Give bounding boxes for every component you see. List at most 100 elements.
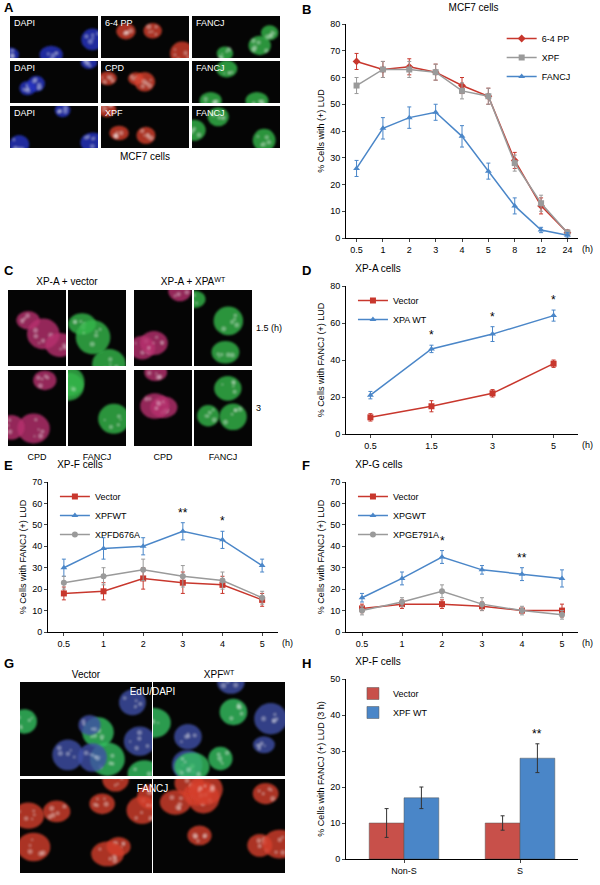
svg-text:10: 10	[330, 818, 340, 828]
svg-text:A: A	[4, 0, 14, 15]
svg-text:Non-S: Non-S	[391, 866, 417, 876]
svg-text:6-4 PP: 6-4 PP	[105, 18, 133, 28]
svg-text:(h): (h)	[582, 244, 593, 254]
svg-text:(h): (h)	[582, 638, 593, 648]
svg-text:% Cells with (+) LUD: % Cells with (+) LUD	[316, 89, 326, 173]
svg-text:4: 4	[459, 245, 464, 255]
svg-text:70: 70	[32, 477, 42, 487]
svg-text:FANCJ: FANCJ	[196, 63, 225, 73]
svg-text:% Cells with FANCJ (+) LUD: % Cells with FANCJ (+) LUD	[18, 499, 28, 614]
svg-text:20: 20	[330, 782, 340, 792]
svg-text:80: 80	[330, 281, 340, 291]
svg-text:30: 30	[32, 563, 42, 573]
svg-text:0: 0	[335, 429, 340, 439]
svg-text:XPGWT: XPGWT	[393, 511, 427, 521]
svg-text:XP-F cells: XP-F cells	[57, 459, 103, 470]
svg-text:5: 5	[551, 441, 556, 451]
svg-text:1: 1	[380, 245, 385, 255]
svg-text:CPD: CPD	[105, 63, 125, 73]
svg-text:XP-A + XPAWT: XP-A + XPAWT	[161, 276, 226, 288]
svg-text:XPGE791A: XPGE791A	[393, 530, 439, 540]
svg-text:DAPI: DAPI	[14, 63, 35, 73]
svg-text:20: 20	[330, 180, 340, 190]
svg-text:70: 70	[330, 46, 340, 56]
svg-text:0.5: 0.5	[350, 245, 363, 255]
svg-text:*: *	[440, 534, 445, 548]
svg-text:24: 24	[562, 245, 572, 255]
svg-text:70: 70	[330, 477, 340, 487]
svg-text:1.5 (h): 1.5 (h)	[256, 323, 282, 333]
svg-text:CPD: CPD	[153, 452, 173, 462]
svg-text:60: 60	[330, 318, 340, 328]
svg-text:C: C	[4, 263, 14, 278]
svg-text:3: 3	[433, 245, 438, 255]
svg-text:XP-A cells: XP-A cells	[355, 263, 401, 274]
svg-text:S: S	[517, 866, 523, 876]
svg-text:CPD: CPD	[27, 452, 47, 462]
svg-text:(h): (h)	[282, 638, 293, 648]
svg-text:6-4 PP: 6-4 PP	[542, 34, 570, 44]
svg-text:Vector: Vector	[393, 689, 419, 699]
svg-text:0: 0	[335, 854, 340, 864]
svg-text:2: 2	[141, 639, 146, 649]
svg-text:XP-G cells: XP-G cells	[355, 459, 402, 470]
svg-text:FANCJ: FANCJ	[196, 108, 225, 118]
svg-text:5: 5	[260, 639, 265, 649]
svg-text:20: 20	[32, 584, 42, 594]
svg-text:XPFWT: XPFWT	[95, 511, 127, 521]
svg-text:40: 40	[330, 710, 340, 720]
svg-text:30: 30	[330, 563, 340, 573]
svg-text:0: 0	[335, 233, 340, 243]
svg-text:**: **	[178, 506, 188, 520]
svg-text:*: *	[220, 514, 225, 528]
svg-text:40: 40	[330, 541, 340, 551]
svg-text:5: 5	[559, 639, 564, 649]
svg-text:12: 12	[536, 245, 546, 255]
svg-text:EdU/DAPI: EdU/DAPI	[130, 686, 176, 697]
svg-text:MCF7 cells: MCF7 cells	[120, 151, 170, 162]
svg-text:50: 50	[330, 99, 340, 109]
svg-text:3: 3	[479, 639, 484, 649]
svg-text:Vector: Vector	[393, 296, 419, 306]
svg-text:% Cells with FANCJ (+) LUD: % Cells with FANCJ (+) LUD	[316, 302, 326, 417]
svg-text:XPA WT: XPA WT	[393, 315, 427, 325]
svg-text:0: 0	[335, 627, 340, 637]
svg-text:*: *	[551, 293, 556, 307]
svg-text:XPF: XPF	[542, 53, 560, 63]
svg-text:*: *	[429, 328, 434, 342]
svg-text:MCF7 cells: MCF7 cells	[449, 2, 499, 13]
svg-text:4: 4	[220, 639, 225, 649]
svg-text:40: 40	[330, 355, 340, 365]
svg-text:50: 50	[330, 520, 340, 530]
svg-text:50: 50	[32, 520, 42, 530]
svg-text:40: 40	[330, 126, 340, 136]
svg-text:XPFD676A: XPFD676A	[95, 530, 140, 540]
svg-text:30: 30	[330, 746, 340, 756]
svg-text:1: 1	[399, 639, 404, 649]
svg-text:FANCJ: FANCJ	[209, 452, 238, 462]
svg-text:FANCJ: FANCJ	[196, 18, 225, 28]
svg-text:80: 80	[330, 19, 340, 29]
svg-text:XPF: XPF	[105, 108, 123, 118]
svg-text:50: 50	[330, 674, 340, 684]
svg-text:4: 4	[519, 639, 524, 649]
svg-text:1: 1	[101, 639, 106, 649]
svg-text:Vector: Vector	[95, 492, 121, 502]
svg-text:XPF WT: XPF WT	[393, 708, 427, 718]
svg-text:1.5: 1.5	[425, 441, 438, 451]
svg-text:DAPI: DAPI	[14, 18, 35, 28]
svg-text:20: 20	[330, 392, 340, 402]
svg-text:2: 2	[407, 245, 412, 255]
svg-text:0: 0	[37, 627, 42, 637]
svg-text:**: **	[517, 551, 527, 565]
svg-text:60: 60	[330, 73, 340, 83]
svg-text:5: 5	[486, 245, 491, 255]
svg-text:10: 10	[330, 606, 340, 616]
svg-text:30: 30	[330, 153, 340, 163]
svg-text:XP-F cells: XP-F cells	[355, 656, 401, 667]
svg-text:*: *	[490, 310, 495, 324]
svg-text:Vector: Vector	[393, 492, 419, 502]
svg-text:3: 3	[490, 441, 495, 451]
svg-text:0.5: 0.5	[356, 639, 369, 649]
svg-text:DAPI: DAPI	[14, 108, 35, 118]
